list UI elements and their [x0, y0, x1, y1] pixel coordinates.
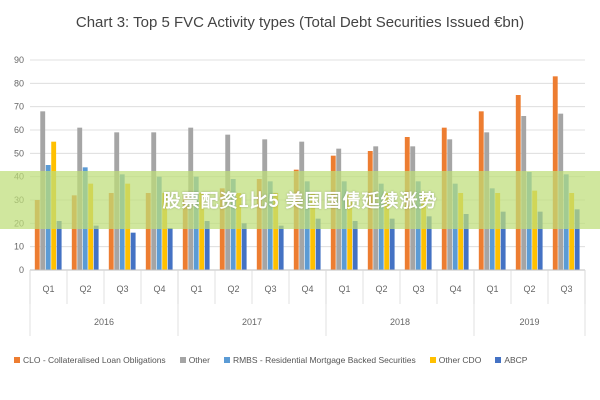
bar — [315, 218, 321, 270]
legend-label: Other CDO — [438, 355, 482, 365]
y-tick-label: 0 — [19, 265, 24, 275]
bar — [162, 193, 168, 270]
x-tick-label: Q2 — [79, 284, 91, 294]
bar — [273, 193, 279, 270]
bar — [532, 190, 538, 270]
bar — [204, 221, 210, 270]
legend-entry: CLO - Collateralised Loan Obligations — [14, 355, 166, 365]
bar — [421, 193, 427, 270]
legend-swatch — [14, 357, 20, 363]
overlay-banner: 股票配资1比5 美国国债延续涨势 — [0, 171, 600, 229]
bar — [310, 193, 316, 270]
x-tick-label: Q4 — [301, 284, 313, 294]
bar — [500, 211, 506, 270]
legend-swatch — [429, 357, 436, 363]
bar — [458, 193, 464, 270]
y-tick-label: 50 — [14, 148, 24, 158]
bar — [34, 200, 40, 270]
bar — [241, 223, 247, 270]
bar — [219, 188, 225, 270]
bar — [489, 188, 495, 270]
legend-swatch — [223, 357, 230, 363]
bar — [569, 193, 575, 270]
x-tick-label: Q3 — [264, 284, 276, 294]
x-tick-label: Q1 — [338, 284, 350, 294]
x-tick-label: Q2 — [523, 284, 535, 294]
legend-swatch — [179, 357, 186, 363]
bar — [384, 193, 390, 270]
y-tick-label: 80 — [14, 78, 24, 88]
y-tick-label: 10 — [14, 242, 24, 252]
bar — [537, 211, 543, 270]
x-tick-label: Q1 — [190, 284, 202, 294]
x-tick-label: Q2 — [375, 284, 387, 294]
x-tick-label: Q4 — [153, 284, 165, 294]
bar — [463, 214, 469, 270]
bar — [389, 218, 395, 270]
bar — [199, 193, 205, 270]
bar — [71, 195, 77, 270]
bar — [426, 216, 432, 270]
bar — [495, 193, 501, 270]
bar — [130, 232, 136, 270]
legend-swatch — [495, 357, 502, 363]
x-tick-label: Q3 — [116, 284, 128, 294]
y-tick-label: 60 — [14, 125, 24, 135]
legend-entry: Other — [179, 355, 210, 365]
bar — [347, 193, 353, 270]
x-tick-label: Q3 — [560, 284, 572, 294]
y-tick-label: 90 — [14, 55, 24, 65]
x-tick-label: Q2 — [227, 284, 239, 294]
banner-text: 股票配资1比5 美国国债延续涨势 — [162, 191, 438, 211]
chart-legend: CLO - Collateralised Loan Obligations Oth… — [14, 355, 594, 365]
legend-entry: RMBS - Residential Mortgage Backed Secur… — [223, 355, 416, 365]
x-tick-label: Q3 — [412, 284, 424, 294]
bar — [167, 228, 173, 270]
bar — [236, 193, 242, 270]
bar — [182, 195, 188, 270]
chart-title: Chart 3: Top 5 FVC Activity types (Total… — [75, 14, 525, 31]
bar — [93, 225, 99, 270]
legend-label: CLO - Collateralised Loan Obligations — [23, 355, 166, 365]
legend-label: Other — [188, 355, 210, 365]
y-tick-label: 70 — [14, 102, 24, 112]
legend-entry: ABCP — [495, 355, 527, 365]
x-tick-label: Q4 — [449, 284, 461, 294]
x-group-label: 2019 — [519, 317, 539, 327]
bar — [574, 209, 580, 270]
legend-entry: Other CDO — [429, 355, 482, 365]
bar — [278, 225, 284, 270]
legend-label: RMBS - Residential Mortgage Backed Secur… — [232, 355, 416, 365]
x-group-label: 2016 — [94, 317, 114, 327]
bar — [145, 193, 151, 270]
x-tick-label: Q1 — [42, 284, 54, 294]
bar — [352, 221, 358, 270]
bar — [108, 193, 114, 270]
bar — [56, 221, 62, 270]
x-tick-label: Q1 — [486, 284, 498, 294]
x-group-label: 2018 — [390, 317, 410, 327]
x-group-label: 2017 — [242, 317, 262, 327]
legend-label: ABCP — [504, 355, 528, 365]
